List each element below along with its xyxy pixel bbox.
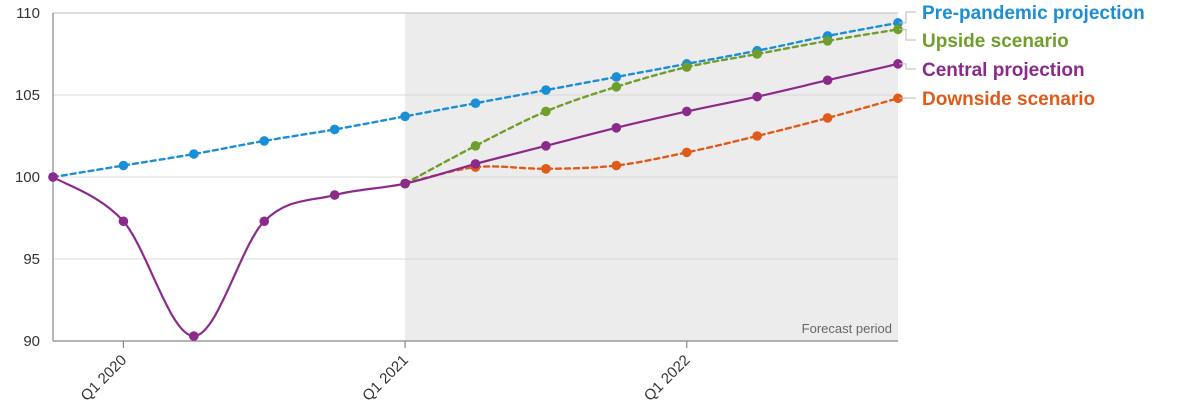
data-point-downside-scenario-q4-2021 [611,160,622,171]
legend-label-downside-scenario: Downside scenario [922,89,1095,110]
data-point-central-projection-q1-2021 [400,178,410,189]
x-tick-label-q1-2021: Q1 2021 [359,352,412,405]
data-point-pre-pandemic-projection-q2-2021 [470,98,481,108]
legend-connector-upside-scenario [899,28,916,41]
data-point-downside-scenario-q3-2022 [822,113,833,123]
data-point-pre-pandemic-projection-q4-2020 [329,124,340,135]
x-tick-label-q1-2020: Q1 2020 [78,352,131,405]
data-point-upside-scenario-q1-2022 [681,62,692,72]
data-point-central-projection-q3-2020 [259,216,270,227]
data-point-pre-pandemic-projection-q1-2021 [400,111,410,122]
forecast-label: Forecast period [802,321,892,336]
legend-connector-pre-pandemic-projection [899,11,916,24]
data-point-pre-pandemic-projection-q3-2020 [259,136,270,146]
y-tick-label-90: 90 [23,333,40,350]
data-point-pre-pandemic-projection-q4-2022 [893,18,903,28]
data-point-upside-scenario-q3-2021 [541,106,551,117]
data-point-downside-scenario-q3-2021 [541,164,551,174]
y-tick-label-100: 100 [15,169,40,186]
data-point-central-projection-q1-2022 [681,106,692,117]
y-tick-label-95: 95 [23,251,40,268]
data-point-central-projection-q2-2021 [470,159,481,169]
data-point-upside-scenario-q2-2021 [470,141,481,151]
data-point-central-projection-q4-2021 [611,123,622,133]
legend-label-central-projection: Central projection [922,60,1085,81]
data-point-downside-scenario-q1-2022 [681,147,692,158]
data-point-pre-pandemic-projection-q1-2020 [118,160,129,171]
data-point-upside-scenario-q2-2022 [752,49,762,59]
data-point-central-projection-q2-2020 [189,331,199,341]
y-tick-label-105: 105 [15,87,40,104]
data-point-upside-scenario-q4-2021 [611,82,622,92]
y-tick-label-110: 110 [16,5,40,22]
data-point-central-projection-q4-2022 [893,59,903,69]
data-point-central-projection-q4-2020 [329,190,340,200]
data-point-central-projection-q1-2020 [118,216,129,227]
data-point-pre-pandemic-projection-q4-2021 [611,72,622,82]
legend-connector-central-projection [899,63,916,70]
data-point-central-projection-q2-2022 [752,91,762,102]
data-point-pre-pandemic-projection-q3-2021 [541,85,551,95]
series-line-upside-scenario [403,28,900,185]
data-point-central-projection-q4-2019 [48,172,58,182]
data-point-upside-scenario-q3-2022 [822,36,833,46]
data-point-central-projection-q3-2022 [822,75,833,86]
legend-label-upside-scenario: Upside scenario [922,31,1069,52]
data-point-pre-pandemic-projection-q2-2020 [189,149,199,159]
data-point-downside-scenario-q2-2022 [752,131,762,141]
data-point-upside-scenario-q4-2022 [893,24,903,35]
legend-label-pre-pandemic-projection: Pre-pandemic projection [922,3,1145,24]
series-line-downside-scenario [403,97,900,185]
series-line-central-projection [51,62,900,338]
data-point-central-projection-q3-2021 [541,141,551,151]
x-tick-label-q1-2022: Q1 2022 [641,352,694,405]
data-point-downside-scenario-q4-2022 [893,93,903,104]
